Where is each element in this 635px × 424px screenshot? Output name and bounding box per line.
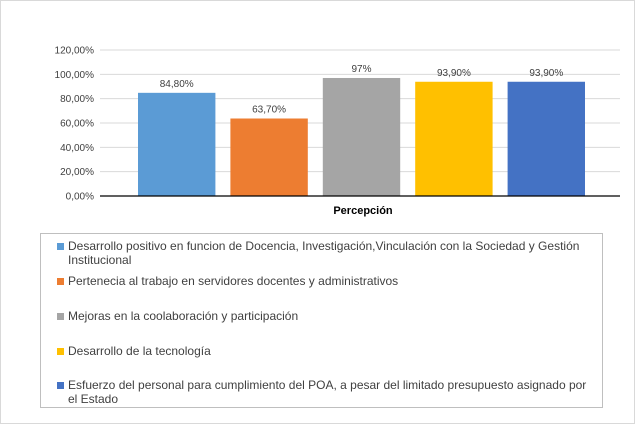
bars: 84,80% 63,70% 97% 93,90% 93,90% bbox=[138, 64, 585, 196]
legend: Desarrollo positivo en funcion de Docenc… bbox=[40, 233, 603, 408]
bar bbox=[507, 81, 585, 196]
x-axis-label: Percepción bbox=[333, 205, 393, 217]
data-label: 93,90% bbox=[529, 68, 563, 79]
y-tick-label: 0,00% bbox=[66, 192, 94, 203]
y-tick-label: 20,00% bbox=[60, 167, 94, 178]
bar bbox=[415, 81, 493, 196]
legend-swatch bbox=[57, 313, 64, 320]
legend-swatch bbox=[57, 243, 64, 250]
legend-label: Desarrollo de la tecnología bbox=[68, 344, 211, 358]
legend-label: Pertenecia al trabajo en servidores doce… bbox=[68, 274, 399, 288]
bar bbox=[138, 92, 216, 196]
legend-label: Mejoras en la coolaboración y participac… bbox=[68, 309, 299, 323]
data-label: 84,80% bbox=[160, 79, 194, 90]
y-tick-label: 80,00% bbox=[60, 94, 94, 105]
legend-swatch bbox=[57, 278, 64, 285]
bar-chart: 0,00% 20,00% 40,00% 60,00% 80,00% 100,00% 120,… bbox=[55, 46, 620, 217]
data-label: 93,90% bbox=[437, 68, 471, 79]
bar bbox=[322, 77, 401, 196]
y-axis-ticks: 0,00% 20,00% 40,00% 60,00% 80,00% 100,00% 120,… bbox=[55, 46, 95, 203]
y-tick-label: 40,00% bbox=[60, 143, 94, 154]
legend-label: Desarrollo positivo en funcion de Docenc… bbox=[68, 239, 580, 267]
legend-swatch bbox=[57, 382, 64, 389]
legend-label: Esfuerzo del personal para cumplimiento … bbox=[68, 378, 587, 406]
y-tick-label: 120,00% bbox=[55, 46, 95, 57]
legend-item: Desarrollo positivo en funcion de Docenc… bbox=[57, 239, 594, 267]
legend-item: Mejoras en la coolaboración y participac… bbox=[57, 309, 594, 323]
data-label: 97% bbox=[351, 64, 371, 75]
legend-item: Desarrollo de la tecnología bbox=[57, 344, 594, 358]
y-tick-label: 100,00% bbox=[55, 70, 95, 81]
legend-item: Esfuerzo del personal para cumplimiento … bbox=[57, 378, 594, 406]
bar bbox=[230, 118, 308, 196]
y-tick-label: 60,00% bbox=[60, 119, 94, 130]
legend-swatch bbox=[57, 348, 64, 355]
legend-item: Pertenecia al trabajo en servidores doce… bbox=[57, 274, 594, 288]
data-label: 63,70% bbox=[252, 104, 286, 115]
